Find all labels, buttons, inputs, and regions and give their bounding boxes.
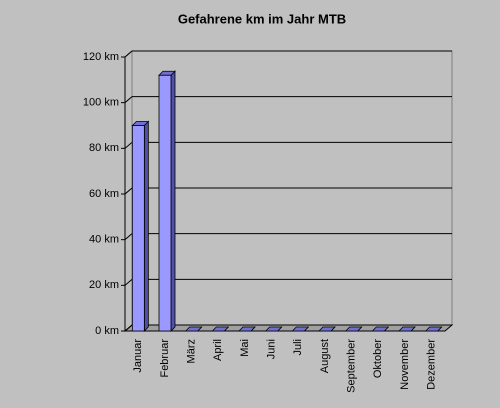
- y-tick-label: 100 km: [83, 97, 119, 109]
- x-tick-label: Dezember: [426, 339, 438, 390]
- y-tick-label: 120 km: [83, 51, 119, 63]
- y-tick-label: 80 km: [89, 142, 119, 154]
- x-tick-label: März: [186, 339, 198, 363]
- bar-top: [424, 326, 443, 332]
- y-tick-label: 20 km: [89, 279, 119, 291]
- bar-top: [318, 326, 336, 332]
- grid-line: [124, 96, 133, 104]
- grid-line: [124, 233, 133, 241]
- grid-line: [124, 50, 133, 58]
- x-tick-label: Februar: [159, 339, 171, 378]
- bar-top: [238, 326, 256, 332]
- bar: [131, 125, 145, 332]
- grid-line: [124, 187, 133, 195]
- grid-line: [124, 324, 133, 332]
- bar-side: [143, 120, 149, 332]
- x-tick-label: April: [212, 339, 224, 361]
- bar-top: [211, 326, 230, 332]
- chart-title: Gefahrene km im Jahr MTB: [178, 11, 346, 26]
- bar-top: [344, 326, 363, 332]
- bar-side: [170, 70, 176, 332]
- x-tick-label: Januar: [132, 339, 144, 373]
- y-tick-label: 60 km: [89, 188, 119, 200]
- bar-top: [184, 326, 203, 332]
- y-tick-label: 0 km: [95, 325, 119, 337]
- grid-line: [124, 278, 133, 286]
- x-tick-label: Mai: [239, 339, 251, 357]
- bar-top: [371, 326, 390, 332]
- bar-top: [398, 326, 416, 332]
- x-tick-label: Oktober: [372, 339, 384, 378]
- x-tick-label: Juli: [292, 339, 304, 356]
- grid-line: [124, 141, 133, 149]
- bar: [158, 74, 172, 332]
- x-tick-label: September: [346, 339, 358, 393]
- x-tick-label: November: [399, 339, 411, 390]
- bar-top: [291, 326, 310, 332]
- x-tick-label: Juni: [266, 339, 278, 359]
- bar-top: [264, 326, 283, 332]
- x-tick-label: August: [319, 339, 331, 373]
- y-tick-label: 40 km: [89, 234, 119, 246]
